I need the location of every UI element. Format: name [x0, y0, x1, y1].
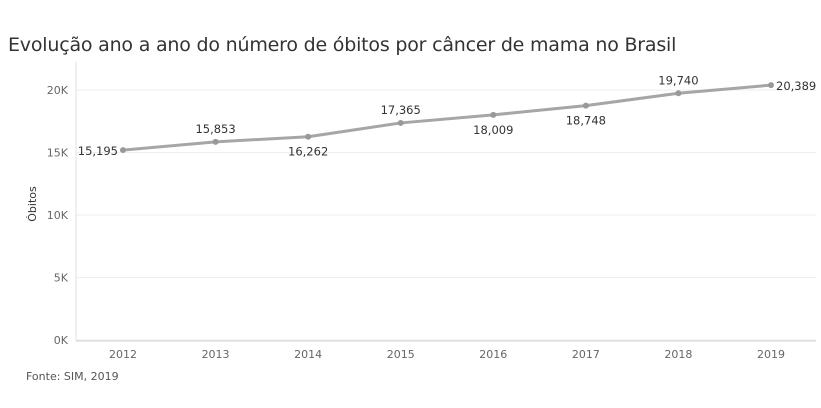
data-label: 18,009: [473, 123, 513, 137]
data-label: 18,748: [566, 114, 606, 128]
x-tick-label: 2016: [479, 348, 507, 361]
y-tick-label: 5K: [54, 272, 69, 285]
data-label: 15,853: [195, 122, 235, 136]
data-point: [675, 90, 682, 97]
x-tick-label: 2018: [664, 348, 692, 361]
y-tick-label: 10K: [47, 209, 69, 222]
x-tick-label: 2014: [294, 348, 322, 361]
data-label: 15,195: [78, 144, 118, 158]
x-tick-label: 2019: [757, 348, 785, 361]
axes: 0K 5K 10K 15K 20K 2012 2013 2014 2015 2016 2017 201…: [26, 62, 816, 361]
data-label: 17,365: [381, 103, 421, 117]
data-point: [120, 147, 126, 154]
data-point: [490, 111, 497, 118]
series-layer: [120, 82, 774, 154]
data-label: 19,740: [658, 73, 698, 87]
data-point: [582, 102, 589, 109]
y-tick-label: 20K: [47, 84, 69, 97]
data-point: [397, 119, 404, 126]
y-axis-title: Óbitos: [26, 186, 39, 222]
x-tick-label: 2013: [202, 348, 230, 361]
y-tick-label: 15K: [47, 147, 69, 160]
series-line: [121, 83, 773, 152]
data-point: [768, 82, 774, 89]
data-labels: 15,195 15,853 16,262 17,365 18,009 18,748 19,7…: [78, 73, 817, 158]
source-note: Fonte: SIM, 2019: [26, 370, 119, 383]
chart-title: Evolução ano a ano do número de óbitos p…: [8, 34, 677, 56]
x-tick-label: 2012: [109, 348, 137, 361]
data-label: 16,262: [288, 145, 328, 159]
data-label: 20,389: [776, 79, 816, 93]
x-tick-label: 2017: [572, 348, 600, 361]
x-tick-label: 2015: [387, 348, 415, 361]
gridlines: [76, 89, 816, 341]
data-point: [212, 138, 219, 145]
data-point: [305, 133, 312, 140]
y-tick-label: 0K: [54, 334, 69, 347]
